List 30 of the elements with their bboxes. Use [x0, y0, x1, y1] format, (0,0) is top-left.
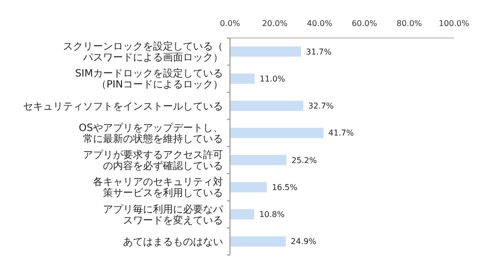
x-tick-label: 20.0% [262, 19, 288, 28]
y-tick-label: あてはまるものはない [123, 236, 223, 248]
bar [230, 182, 267, 192]
bar [230, 154, 286, 166]
data-label: 41.7% [328, 128, 354, 138]
y-tick-label: OSやアプリをアップデートし、常に最新の状態を維持している [78, 122, 223, 145]
data-label: 24.9% [290, 237, 317, 246]
y-tick-label: スクリーンロックを設定している（パスワードによる画面ロック） [63, 40, 223, 64]
bar [230, 46, 302, 57]
bar [230, 209, 254, 220]
x-tick-label: 0.0% [220, 19, 241, 28]
y-tick-label: SIMカードロックを設定している（PINコードによるロック） [75, 68, 223, 91]
x-tick-label: 100.0% [438, 19, 470, 28]
x-tick-label: 60.0% [352, 19, 378, 28]
data-label: 10.8% [259, 210, 286, 220]
bar [230, 100, 304, 111]
y-tick-label: 各キャリアのセキュリティ対策サービスを利用している [93, 176, 223, 200]
y-tick-label: セキュリティソフトをインストールしている [23, 101, 223, 112]
data-label: 16.5% [272, 182, 298, 192]
y-tick-label: アプリが要求するアクセス許可の内容を必ず確認している [83, 149, 223, 172]
data-label: 11.0% [260, 74, 286, 84]
x-tick-label: 80.0% [396, 19, 422, 28]
data-label: 25.2% [291, 156, 318, 165]
bar [230, 74, 255, 84]
x-tick-label: 40.0% [306, 19, 333, 28]
data-label: 32.7% [308, 102, 334, 111]
y-tick-label: アプリ毎に利用に必要なパスワードを変えている [103, 203, 224, 226]
bar [230, 236, 286, 247]
data-label: 31.7% [306, 47, 332, 56]
bar [230, 128, 324, 138]
